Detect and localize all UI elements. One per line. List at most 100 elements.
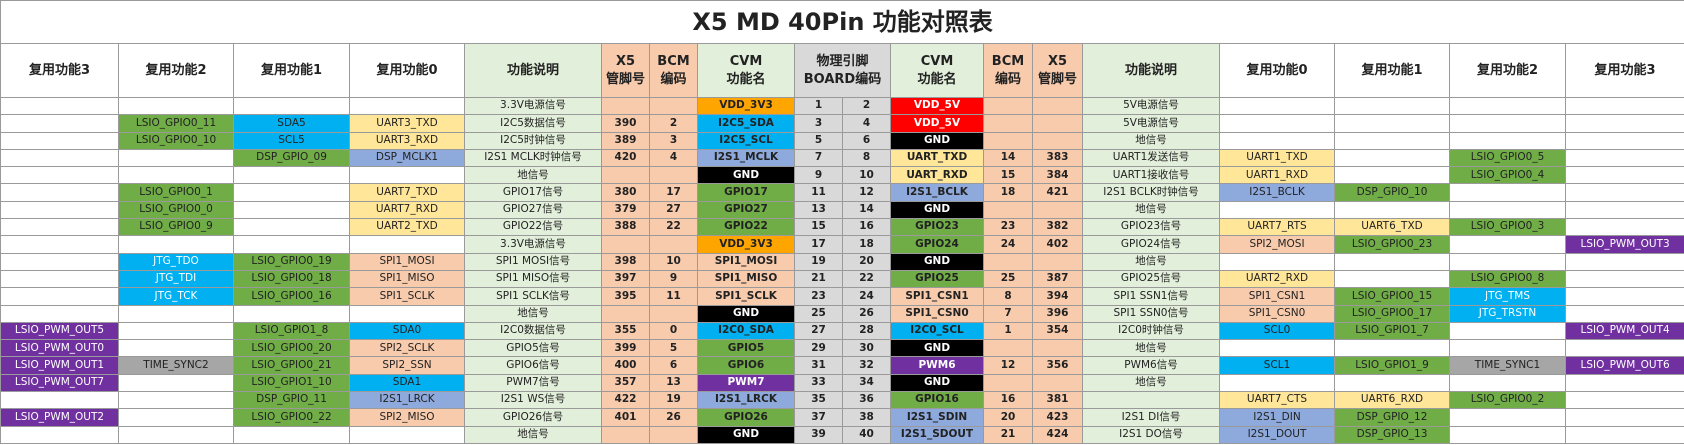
cell: SPI2_MOSI (1219, 235, 1335, 254)
cell: 29 (794, 339, 843, 358)
header-line: X5 (615, 53, 636, 69)
header-cell: 复用功能3 (0, 43, 119, 98)
header-cell: 物理引脚 BOARD编码 (794, 43, 891, 98)
header-cell: 复用功能1 (233, 43, 350, 98)
cell (0, 304, 119, 323)
cell (1032, 252, 1083, 271)
cell: 389 (601, 131, 650, 150)
cell: LSIO_GPIO0_1 (118, 183, 234, 202)
pin-row: 地信号 GND 39 40 I2S1_SDOUT 21 424 I2S1 DO信号 I2S1_D… (0, 425, 1684, 444)
cell: SPI1 MOSI信号 (464, 252, 602, 271)
cell: 380 (601, 183, 650, 202)
cell (601, 96, 650, 116)
cell: UART6_TXD (1334, 218, 1450, 237)
cell: LSIO_GPIO0_4 (1449, 166, 1566, 185)
cell: SDA0 (349, 321, 465, 341)
cell: 382 (1032, 218, 1083, 237)
cell: I2S1_MCLK (697, 148, 795, 168)
cell: GPIO24信号 (1082, 235, 1220, 254)
cell (349, 304, 465, 323)
cell: SPI1_CSN0 (1219, 304, 1335, 323)
cell: 地信号 (464, 304, 602, 323)
cell: SCL1 (1219, 356, 1335, 375)
cell: PWM6 (890, 356, 984, 375)
cell (0, 114, 119, 133)
header-cell: 复用功能1 (1334, 43, 1450, 98)
cell (233, 200, 350, 220)
header-line: 编码 (660, 71, 687, 87)
cell: GPIO26信号 (464, 408, 602, 427)
cell: 356 (1032, 356, 1083, 375)
cell: 396 (1032, 304, 1083, 323)
cell: UART1_RXD (1219, 166, 1335, 185)
cell: 357 (601, 373, 650, 393)
cell: GPIO22 (697, 218, 795, 237)
cell: GND (890, 339, 984, 358)
cell: 24 (842, 287, 891, 306)
cell: 12 (842, 183, 891, 202)
cell (1334, 200, 1450, 220)
cell (1032, 373, 1083, 393)
cell (1449, 321, 1566, 341)
cell: UART7_RTS (1219, 218, 1335, 237)
cell: SPI1_MISO (697, 269, 795, 289)
cell (1219, 114, 1335, 133)
cell: 31 (794, 356, 843, 375)
cell (983, 96, 1033, 116)
cell: 10 (842, 166, 891, 185)
cell: 2 (842, 96, 891, 116)
cell (233, 96, 350, 116)
cell: GPIO27信号 (464, 200, 602, 220)
cell: I2S1_SDOUT (890, 425, 984, 444)
cell (1564, 114, 1684, 133)
cell: 1 (983, 321, 1033, 341)
cell: I2C5时钟信号 (464, 131, 602, 150)
cell: 40 (842, 425, 891, 444)
cell: 4 (842, 114, 891, 133)
cell (118, 304, 234, 323)
cell: LSIO_GPIO1_7 (1334, 321, 1450, 341)
cell: GND (697, 166, 795, 185)
cell: SPI2_SSN (349, 356, 465, 375)
cell (1449, 96, 1566, 116)
cell (118, 391, 234, 410)
cell: I2S1 MCLK时钟信号 (464, 148, 602, 168)
cell: 384 (1032, 166, 1083, 185)
cell (0, 287, 119, 306)
cell: DSP_GPIO_13 (1334, 425, 1450, 444)
cell: 4 (649, 148, 698, 168)
cell: UART7_TXD (349, 183, 465, 202)
cell: LSIO_GPIO0_16 (233, 287, 350, 306)
cell: 地信号 (1082, 252, 1220, 271)
cell: GPIO22信号 (464, 218, 602, 237)
cell: I2S1_DIN (1219, 408, 1335, 427)
cell: UART7_RXD (349, 200, 465, 220)
cell (349, 235, 465, 254)
cell (1564, 269, 1684, 289)
cell: 34 (842, 373, 891, 393)
pin-row: LSIO_GPIO0_10 SCL5 UART3_RXD I2C5时钟信号 389 3 I2… (0, 131, 1684, 150)
cell: 354 (1032, 321, 1083, 341)
header-line: 功能名 (726, 71, 766, 87)
cell: UART3_RXD (349, 131, 465, 150)
cell (1564, 425, 1684, 444)
cell (349, 96, 465, 116)
cell (1564, 218, 1684, 237)
cell (1564, 304, 1684, 323)
cell (1564, 148, 1684, 168)
cell: LSIO_GPIO0_21 (233, 356, 350, 375)
cell: 1 (794, 96, 843, 116)
cell: DSP_GPIO_12 (1334, 408, 1450, 427)
cell: 422 (601, 391, 650, 410)
header-cell: CVM 功能名 (890, 43, 984, 98)
cell: GND (697, 304, 795, 323)
cell: 16 (842, 218, 891, 237)
cell (1334, 131, 1450, 150)
cell: 7 (794, 148, 843, 168)
cell (1564, 131, 1684, 150)
pin-row: LSIO_PWM_OUT0 LSIO_GPIO0_20 SPI2_SCLK GPIO5… (0, 339, 1684, 358)
cell: GPIO26 (697, 408, 795, 427)
cell: I2C5数据信号 (464, 114, 602, 133)
cell (118, 339, 234, 358)
header-cell: BCM 编码 (649, 43, 698, 98)
